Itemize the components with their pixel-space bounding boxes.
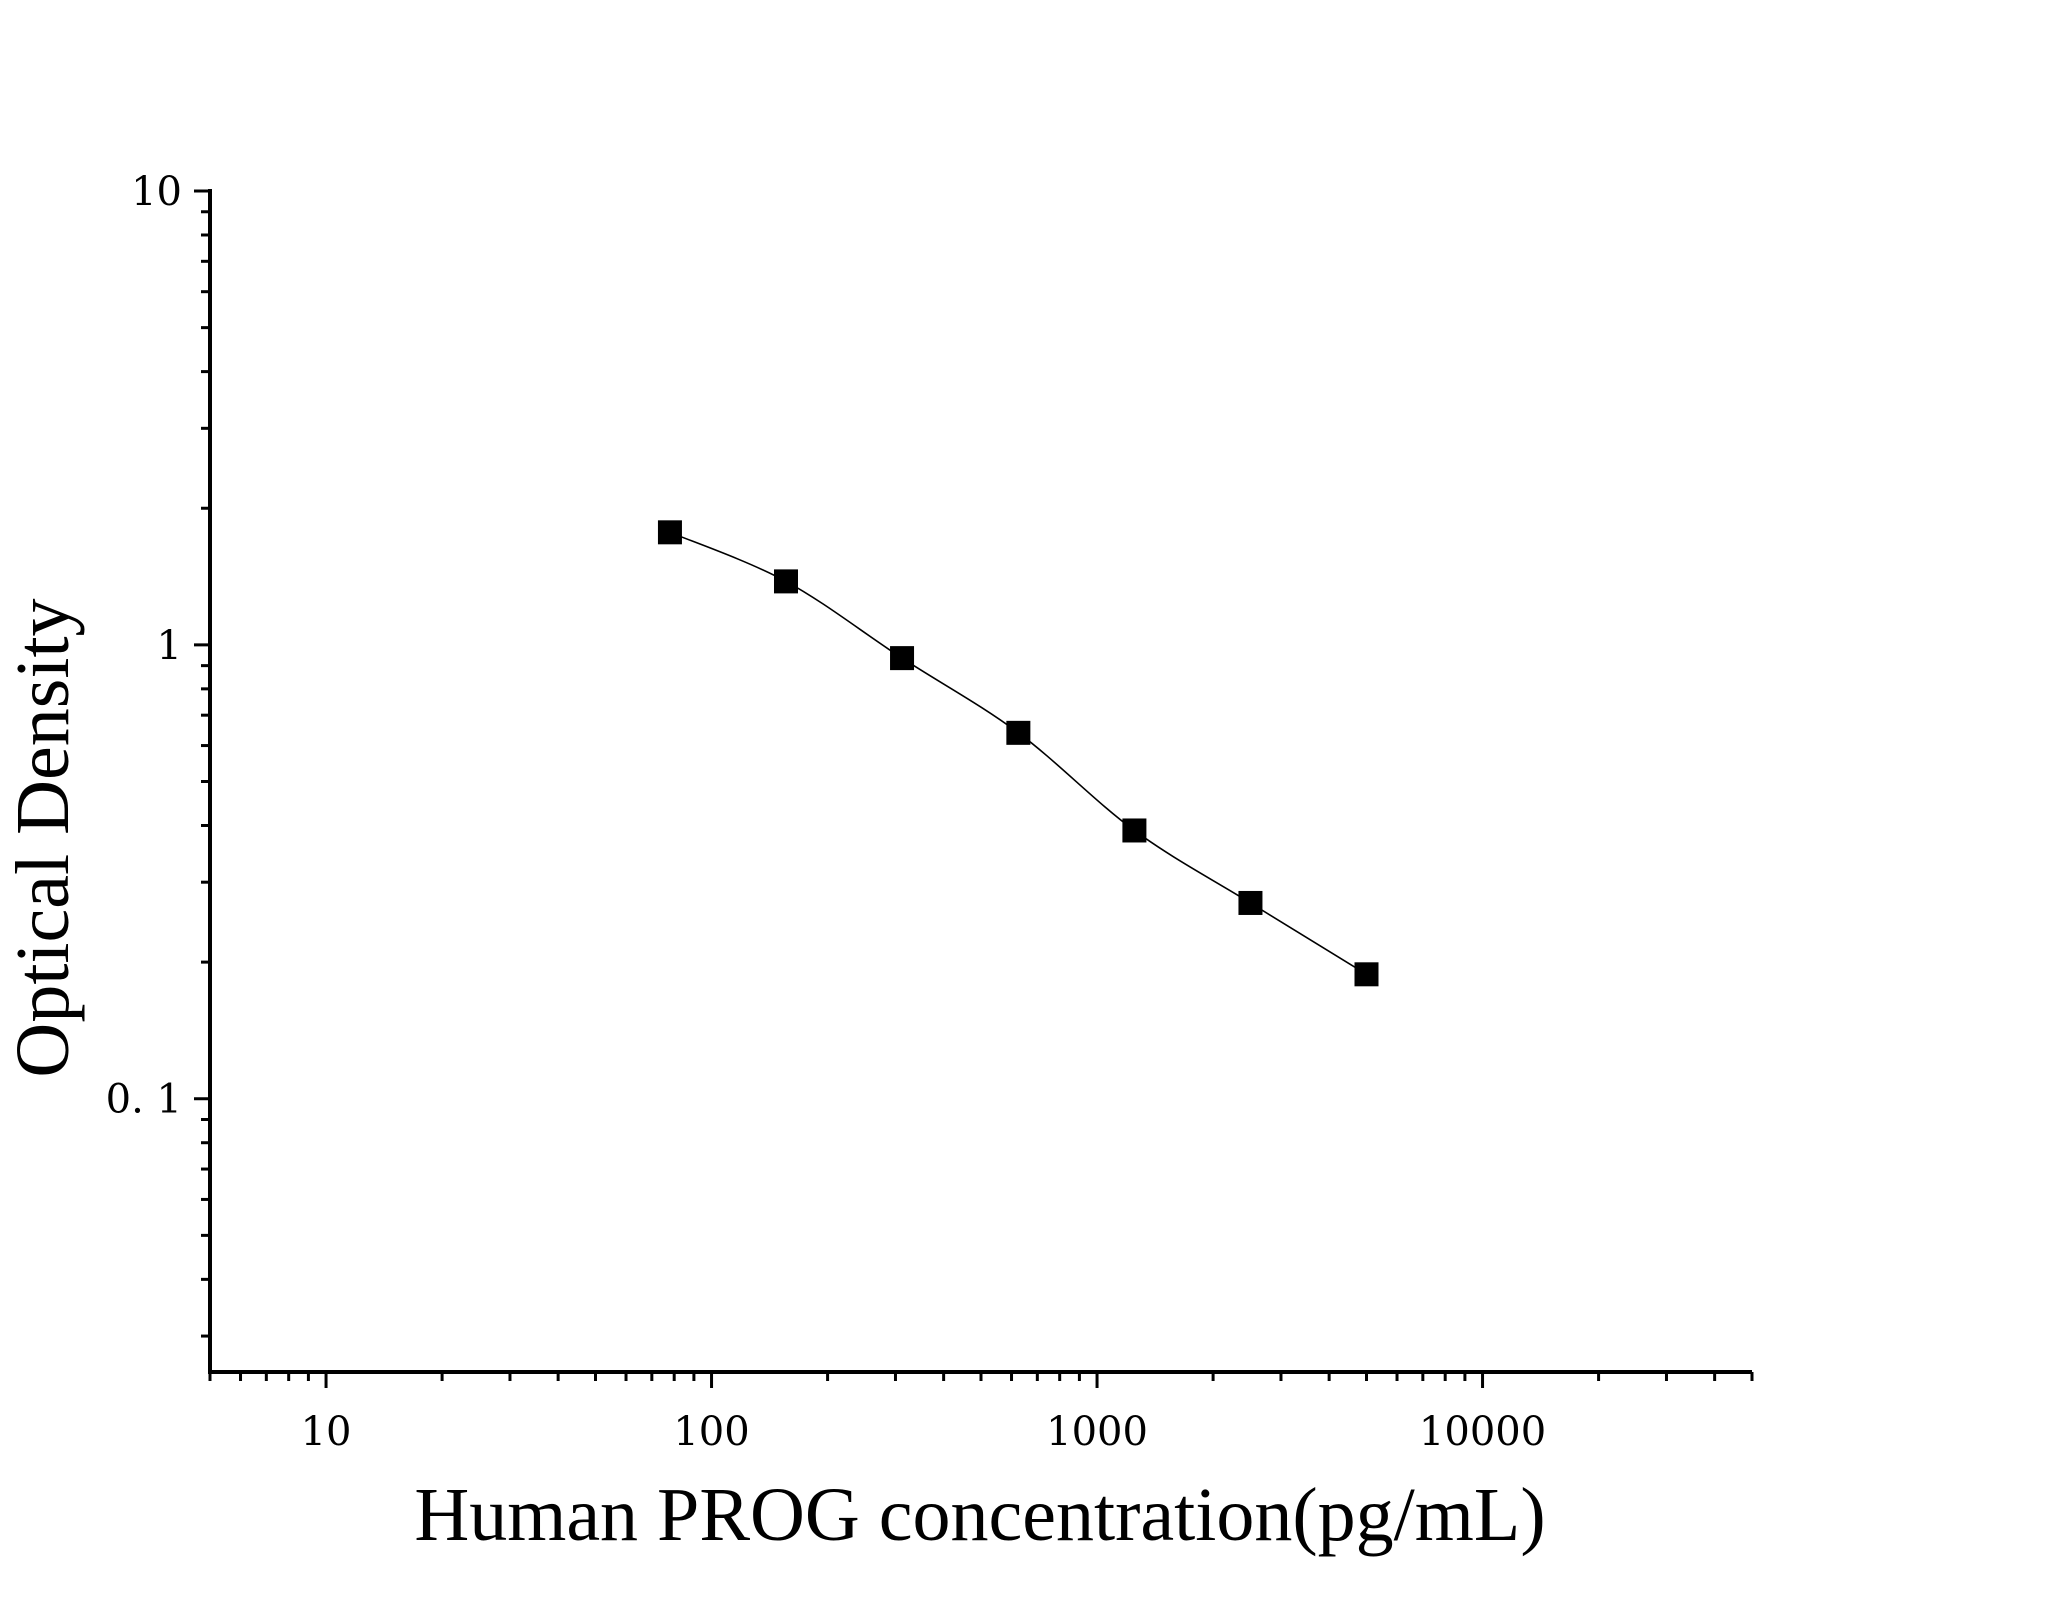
data-point [1122, 818, 1147, 843]
data-point [1354, 962, 1379, 987]
y-axis-title: Optical Density [1, 598, 85, 1077]
data-point [657, 520, 682, 545]
y-axis: 0. 1 1 10 [106, 169, 212, 1374]
data-point [1238, 890, 1263, 915]
x-axis: 10 100 1000 10000 [208, 1370, 1754, 1455]
y-tick-label: 10 [131, 169, 182, 215]
data-points [657, 520, 1379, 987]
data-point [773, 569, 798, 594]
x-tick-label: 10000 [1419, 1409, 1546, 1455]
y-tick-label: 1 [157, 623, 182, 669]
x-tick-label: 10 [301, 1409, 352, 1455]
data-point [890, 646, 915, 671]
x-tick-label: 1000 [1046, 1409, 1148, 1455]
y-tick-label: 0. 1 [106, 1077, 182, 1123]
x-tick-label: 100 [673, 1409, 749, 1455]
data-point [1006, 720, 1031, 745]
x-axis-title: Human PROG concentration(pg/mL) [414, 1473, 1545, 1557]
